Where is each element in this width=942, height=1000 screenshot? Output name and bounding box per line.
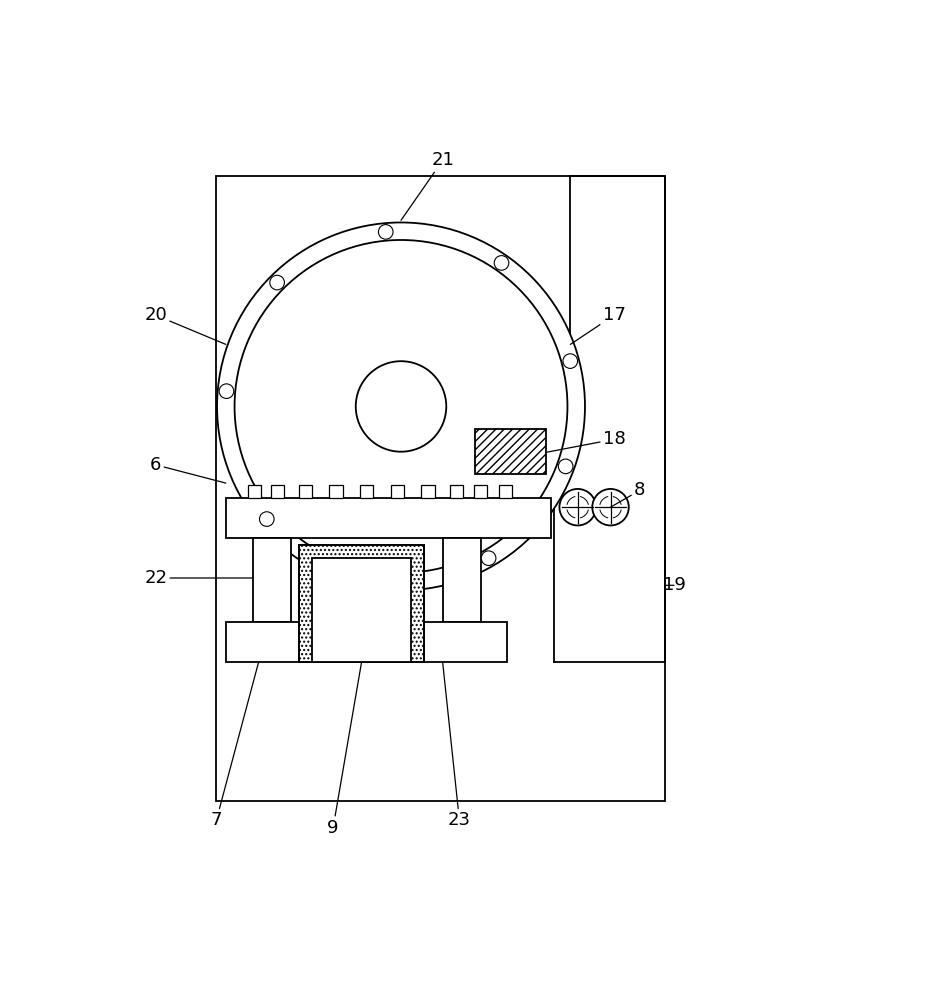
Circle shape <box>356 361 447 452</box>
Circle shape <box>481 551 495 565</box>
Bar <box>421 485 434 498</box>
Bar <box>299 485 312 498</box>
Bar <box>248 485 261 498</box>
Bar <box>252 538 291 622</box>
Text: 17: 17 <box>571 306 625 344</box>
Bar <box>443 538 480 622</box>
Text: 21: 21 <box>401 151 454 220</box>
Bar <box>217 176 665 801</box>
Text: 18: 18 <box>545 430 625 452</box>
Text: 23: 23 <box>443 662 471 829</box>
Circle shape <box>560 489 596 525</box>
Bar <box>499 485 512 498</box>
Text: 20: 20 <box>144 306 226 344</box>
Text: 19: 19 <box>662 576 686 594</box>
Bar <box>271 485 284 498</box>
Circle shape <box>364 572 378 586</box>
Circle shape <box>219 384 234 398</box>
Circle shape <box>269 275 284 290</box>
Bar <box>226 498 551 538</box>
Bar <box>476 429 545 474</box>
Bar <box>474 485 487 498</box>
Bar <box>330 485 343 498</box>
Bar <box>312 558 412 662</box>
Circle shape <box>495 256 509 270</box>
Bar <box>299 545 424 662</box>
Bar <box>226 622 317 662</box>
Bar <box>391 485 404 498</box>
Circle shape <box>235 240 567 573</box>
Bar <box>450 485 463 498</box>
Text: 9: 9 <box>328 662 362 837</box>
Text: 8: 8 <box>610 481 645 507</box>
Text: 22: 22 <box>144 569 252 587</box>
Circle shape <box>593 489 629 525</box>
Circle shape <box>379 225 393 239</box>
Circle shape <box>563 354 577 368</box>
Circle shape <box>559 459 573 474</box>
Circle shape <box>259 512 274 526</box>
Text: 7: 7 <box>211 662 259 829</box>
Bar <box>415 622 507 662</box>
Circle shape <box>217 222 585 590</box>
Text: 6: 6 <box>150 456 226 483</box>
Bar <box>299 545 424 662</box>
Bar <box>360 485 373 498</box>
